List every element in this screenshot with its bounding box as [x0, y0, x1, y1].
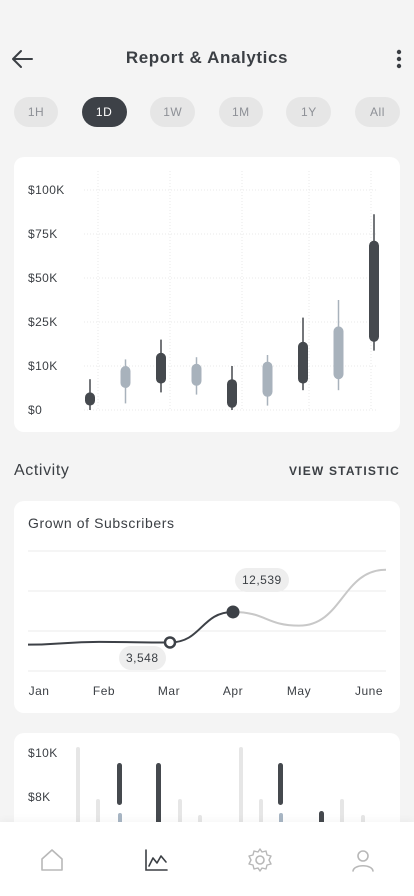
nav-analytics[interactable] — [142, 846, 170, 874]
y-tick-label: $75K — [28, 227, 58, 241]
view-statistic-link[interactable]: VIEW STATISTIC — [288, 464, 400, 478]
data-point-mar — [163, 636, 177, 649]
page-title: Report & Analytics — [125, 48, 289, 67]
candle-body — [298, 341, 308, 384]
price-chart-card: $100K $75K $50K $25K $10K $0 — [14, 157, 400, 432]
y-tick-label: $100K — [28, 183, 65, 197]
x-tick-label: Jan — [28, 684, 50, 698]
x-tick-label: Apr — [222, 684, 244, 698]
tab-1m[interactable]: 1M — [218, 97, 263, 127]
bar — [239, 747, 243, 843]
chart-title: Grown of Subscribers — [28, 515, 175, 531]
nav-profile[interactable] — [349, 846, 377, 874]
subscribers-line-plot — [27, 550, 387, 672]
value-label-mar: 3,548 — [119, 646, 166, 670]
y-tick-label: $50K — [28, 271, 58, 285]
series-line-projected — [232, 568, 387, 627]
back-button[interactable] — [10, 46, 36, 72]
bar — [117, 763, 122, 805]
value-label-apr: 12,539 — [235, 568, 289, 592]
x-tick-label: May — [286, 684, 312, 698]
candlestick-plot — [84, 171, 379, 411]
chart-icon — [145, 849, 168, 871]
tab-1h[interactable]: 1H — [14, 97, 58, 127]
x-tick-label: June — [354, 684, 384, 698]
header: Report & Analytics — [0, 36, 414, 80]
candle-body — [227, 379, 237, 408]
candle-body — [369, 240, 379, 342]
x-tick-label: Feb — [92, 684, 116, 698]
y-tick-label: $25K — [28, 315, 58, 329]
y-tick-label: $10K — [28, 359, 58, 373]
arrow-left-icon — [12, 50, 33, 68]
bar — [76, 747, 80, 843]
candle-body — [262, 361, 273, 397]
candle-body — [191, 363, 202, 386]
candle-body — [156, 352, 166, 384]
series-line — [27, 610, 234, 646]
data-point-apr — [226, 605, 240, 619]
y-tick-label: $10K — [28, 746, 58, 760]
time-range-tabs: 1H 1D 1W 1M 1Y All — [14, 97, 400, 127]
y-tick-label: $8K — [28, 790, 51, 804]
more-vertical-icon — [396, 49, 402, 69]
subscribers-chart-card: Grown of Subscribers 12,539 3,548 Jan Fe… — [14, 501, 400, 713]
more-button[interactable] — [392, 46, 406, 72]
activity-title: Activity — [14, 462, 70, 479]
home-icon — [41, 849, 63, 871]
candle-body — [85, 392, 95, 406]
x-tick-label: Mar — [157, 684, 181, 698]
tab-1y[interactable]: 1Y — [286, 97, 332, 127]
user-icon — [352, 850, 374, 872]
y-tick-label: $0 — [28, 403, 43, 417]
tab-1d[interactable]: 1D — [81, 97, 127, 127]
candle-body — [333, 326, 344, 380]
tab-all[interactable]: All — [354, 97, 400, 127]
settings-icon — [248, 848, 272, 872]
bottom-nav — [0, 822, 414, 896]
nav-settings[interactable] — [246, 846, 274, 874]
bar — [278, 763, 283, 805]
nav-home[interactable] — [38, 846, 66, 874]
tab-1w[interactable]: 1W — [150, 97, 196, 127]
candle-body — [120, 366, 131, 388]
